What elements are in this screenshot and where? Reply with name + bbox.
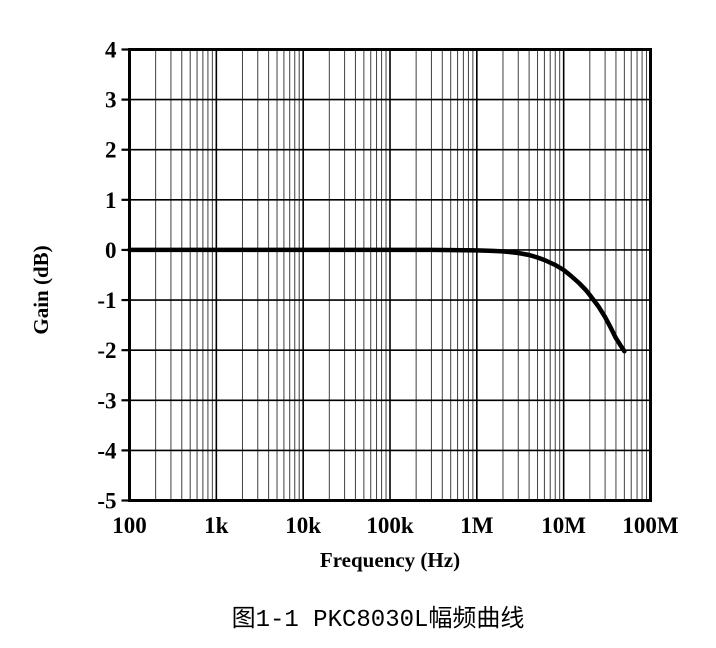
y-axis-label: Gain (dB) — [29, 245, 53, 334]
y-tick-label: 0 — [105, 238, 117, 263]
plot-border — [128, 48, 652, 502]
x-tick-label: 10k — [285, 513, 321, 538]
y-tick-label: -5 — [97, 489, 116, 514]
gain-curve — [127, 247, 627, 354]
x-tick-label: 1M — [460, 513, 494, 538]
x-tick-label: 100M — [622, 513, 679, 538]
x-tick-label: 100k — [366, 513, 414, 538]
y-tick-label: 1 — [105, 188, 117, 213]
x-tick-label: 10M — [541, 513, 586, 538]
x-axis-label: Frequency (Hz) — [320, 548, 460, 572]
curve-layer — [127, 247, 627, 354]
y-tick-label: -3 — [97, 388, 116, 413]
x-tick-label: 100 — [112, 513, 147, 538]
figure-caption: 图1-1 PKC8030L幅频曲线 — [231, 607, 525, 634]
y-tick-label: 2 — [105, 138, 117, 163]
x-tick-label: 1k — [204, 513, 229, 538]
y-tick-label: -1 — [97, 288, 116, 313]
tick-label-layer: 100 1k 10k 100k 1M 10M 100M 4 3 2 1 0 -1 -2 -3 -4 -5 — [97, 38, 679, 539]
gain-frequency-plot: 100 1k 10k 100k 1M 10M 100M 4 3 2 1 0 -1 -2 -3 -4 -5 Gai… — [29, 38, 679, 573]
y-tick-label: 3 — [105, 88, 117, 113]
y-tick-label: -4 — [97, 438, 117, 463]
y-tick-label: 4 — [105, 38, 117, 63]
y-tick-label: -2 — [97, 338, 116, 363]
grid-layer — [121, 48, 652, 502]
